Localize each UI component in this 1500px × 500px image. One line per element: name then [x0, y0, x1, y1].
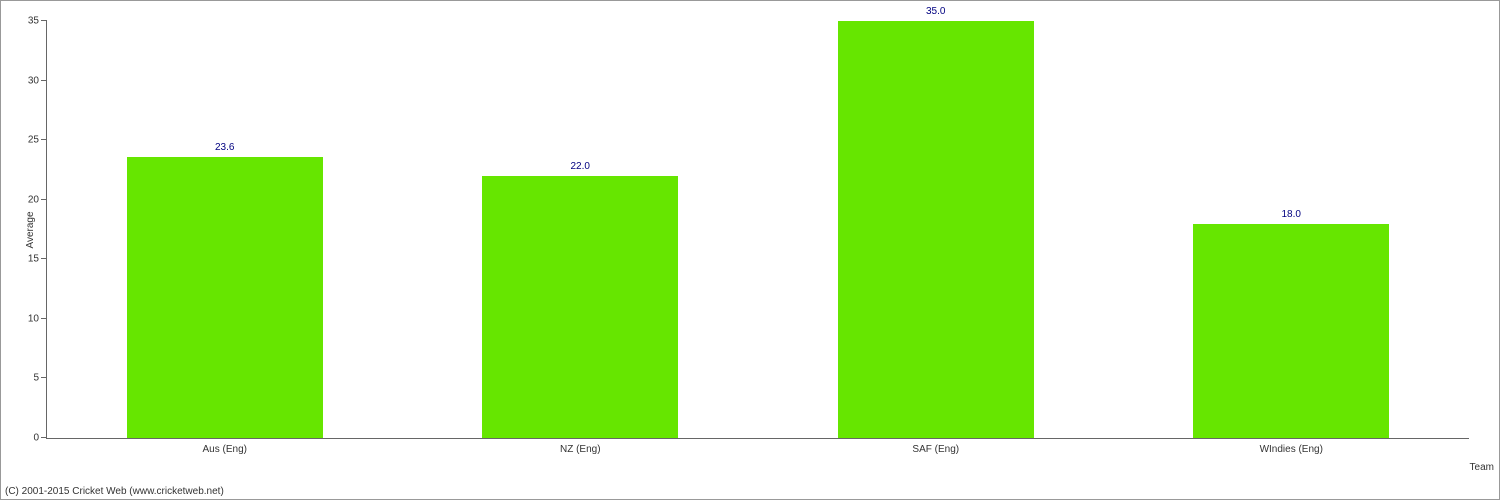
bar-value-label: 18.0 — [1282, 209, 1301, 224]
y-tick-label: 30 — [28, 75, 47, 86]
y-tick-label: 10 — [28, 313, 47, 324]
bar-value-label: 35.0 — [926, 6, 945, 21]
y-tick-label: 15 — [28, 254, 47, 265]
y-tick-label: 25 — [28, 135, 47, 146]
y-tick-label: 0 — [33, 433, 47, 444]
chart-container: Average Team 0510152025303523.6Aus (Eng)… — [0, 0, 1500, 500]
bar-value-label: 22.0 — [571, 161, 590, 176]
y-tick-label: 20 — [28, 194, 47, 205]
x-tick-label: WIndies (Eng) — [1260, 438, 1323, 455]
y-tick-label: 5 — [33, 373, 47, 384]
bar: 18.0 — [1193, 224, 1389, 438]
bar: 35.0 — [838, 21, 1034, 438]
x-tick-label: SAF (Eng) — [912, 438, 959, 455]
x-axis-label: Team — [1470, 462, 1494, 473]
plot-area: Average Team 0510152025303523.6Aus (Eng)… — [46, 21, 1469, 439]
bar-value-label: 23.6 — [215, 142, 234, 157]
y-axis-label: Average — [25, 211, 36, 248]
bar: 23.6 — [127, 157, 323, 438]
y-tick-label: 35 — [28, 16, 47, 27]
x-tick-label: Aus (Eng) — [203, 438, 247, 455]
x-tick-label: NZ (Eng) — [560, 438, 601, 455]
copyright-footer: (C) 2001-2015 Cricket Web (www.cricketwe… — [5, 486, 224, 497]
bar: 22.0 — [482, 176, 678, 438]
